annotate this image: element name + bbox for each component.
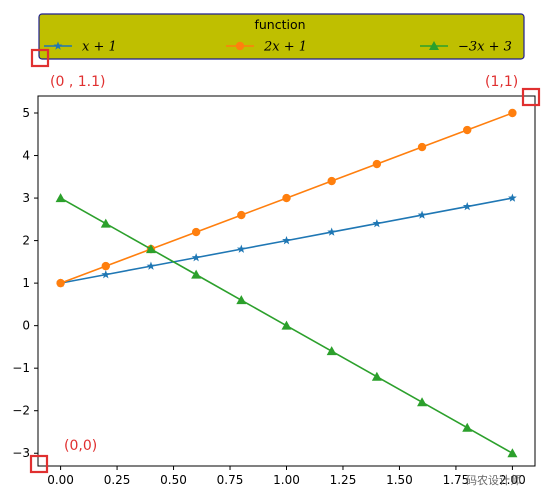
- data-point: [281, 320, 292, 330]
- data-point: [508, 108, 517, 118]
- x-tick-label: 1.25: [330, 473, 357, 487]
- data-point: [372, 218, 382, 228]
- legend: function x + 1 2x + 1 −3x + 3: [38, 13, 525, 60]
- series-1: [56, 193, 517, 287]
- data-point: [237, 210, 246, 220]
- y-tick-label: 0: [22, 319, 30, 333]
- x-tick-label: 1.00: [273, 473, 300, 487]
- data-point: [417, 397, 428, 407]
- annotation-top-left: (0 , 1.1): [50, 74, 105, 90]
- plot-area: [37, 95, 536, 467]
- y-tick-label: 5: [22, 106, 30, 120]
- data-point: [191, 269, 202, 279]
- annotation-bottom-left: (0,0): [64, 438, 97, 454]
- legend-item-2: 2x + 1: [226, 40, 307, 55]
- x-tick-label: 0.75: [217, 473, 244, 487]
- watermark: 码农设计师: [466, 473, 521, 487]
- y-tick-label: −2: [12, 404, 30, 418]
- annotation-marker-top-left: [30, 48, 50, 68]
- data-point: [145, 244, 156, 254]
- legend-marker: [235, 41, 245, 51]
- series-layer: [55, 108, 518, 458]
- y-tick-label: −3: [12, 446, 30, 460]
- data-point: [56, 278, 65, 288]
- data-point: [462, 201, 472, 211]
- data-point: [191, 253, 201, 262]
- data-point: [236, 244, 246, 253]
- data-point: [100, 218, 111, 228]
- data-point: [372, 159, 382, 169]
- legend-title: function: [254, 17, 305, 32]
- data-point: [101, 270, 111, 279]
- y-axis: −3 −2 −1 0 1 2 3 4 5: [12, 106, 38, 460]
- x-tick-label: 1.75: [443, 473, 470, 487]
- legend-label: −3x + 3: [458, 40, 512, 55]
- legend-box: [38, 13, 525, 60]
- data-point: [463, 125, 472, 135]
- legend-item-3: −3x + 3: [420, 40, 512, 55]
- legend-label: x + 1: [82, 40, 117, 55]
- data-point: [101, 261, 110, 271]
- y-tick-label: 1: [22, 276, 30, 290]
- data-point: [327, 176, 336, 186]
- y-tick-label: 4: [22, 149, 30, 163]
- data-point: [327, 227, 337, 236]
- y-tick-label: 2: [22, 234, 30, 248]
- data-point: [417, 142, 427, 152]
- data-point: [462, 422, 473, 432]
- x-tick-label: 2.00: [499, 473, 526, 487]
- data-point: [508, 193, 517, 202]
- data-point: [371, 371, 382, 381]
- legend-marker: [53, 41, 63, 50]
- y-tick-label: 3: [22, 191, 30, 205]
- data-point: [55, 193, 66, 203]
- x-axis: 0.00 0.25 0.50 0.75 1.00 1.25 1.50 1.75 2.00: [47, 466, 526, 487]
- legend-marker: [429, 41, 439, 50]
- series-2: [56, 108, 517, 288]
- data-point: [191, 227, 201, 237]
- data-point: [417, 210, 427, 219]
- x-tick-label: 0.25: [104, 473, 131, 487]
- annotation-top-right: (1,1): [485, 74, 518, 90]
- legend-label: 2x + 1: [263, 40, 307, 55]
- data-point: [146, 261, 156, 270]
- annotation-marker-top-right: [521, 87, 541, 107]
- legend-item-1: x + 1: [44, 40, 117, 55]
- annotation-marker-bottom-left: [29, 454, 49, 474]
- y-tick-label: −1: [12, 361, 30, 375]
- x-tick-label: 1.50: [386, 473, 413, 487]
- data-point: [236, 295, 247, 305]
- series-3: [55, 193, 518, 458]
- data-point: [507, 448, 518, 458]
- data-point: [282, 193, 291, 203]
- x-tick-label: 0.50: [160, 473, 187, 487]
- x-tick-label: 0.00: [47, 473, 74, 487]
- data-point: [282, 236, 291, 245]
- data-point: [326, 346, 337, 356]
